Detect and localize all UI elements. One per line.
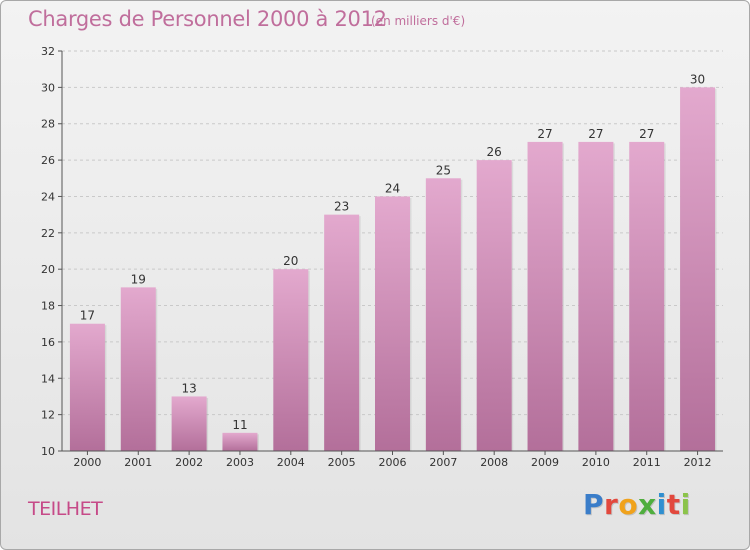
bar [425, 178, 461, 452]
y-tick-label: 12 [41, 409, 55, 422]
data-label: 27 [639, 127, 654, 141]
y-tick-label: 10 [41, 445, 55, 458]
x-tick-label: 2010 [582, 456, 610, 469]
data-label: 30 [690, 72, 705, 86]
data-label: 24 [385, 181, 400, 195]
x-tick-label: 2002 [175, 456, 203, 469]
logo-letter: o [618, 488, 639, 521]
y-tick-label: 26 [41, 154, 55, 167]
bar [375, 196, 410, 451]
data-label: 27 [588, 127, 603, 141]
x-tick-label: 2001 [124, 456, 152, 469]
data-label: 26 [487, 145, 502, 159]
bar [680, 87, 716, 451]
bar [171, 396, 207, 451]
x-tick-label: 2005 [328, 456, 356, 469]
proxiti-logo[interactable]: Proxiti [583, 488, 691, 521]
logo-letter: t [666, 488, 681, 521]
x-tick-label: 2006 [379, 456, 407, 469]
data-label: 13 [181, 381, 196, 395]
logo-letter: i [656, 488, 667, 521]
bar [120, 287, 156, 451]
bar [324, 214, 360, 451]
logo-letter: r [604, 488, 619, 521]
data-label: 23 [334, 200, 349, 214]
data-label: 19 [131, 272, 146, 286]
y-tick-label: 16 [41, 336, 55, 349]
y-tick-label: 32 [41, 45, 55, 58]
data-label: 11 [232, 418, 247, 432]
bar [273, 269, 309, 451]
data-label: 25 [436, 163, 451, 177]
y-tick-label: 22 [41, 227, 55, 240]
y-tick-label: 14 [41, 372, 55, 385]
data-label: 20 [283, 254, 298, 268]
bar [629, 141, 665, 451]
bar [578, 141, 614, 451]
data-label: 17 [80, 309, 95, 323]
y-tick-label: 24 [41, 190, 55, 203]
logo-letter: i [680, 488, 691, 521]
bar [476, 160, 512, 451]
y-tick-label: 20 [41, 263, 55, 276]
y-tick-label: 18 [41, 300, 55, 313]
bar [69, 323, 105, 451]
chart-title: Charges de Personnel 2000 à 2012 [28, 7, 387, 31]
y-tick-label: 28 [41, 118, 55, 131]
logo-letter: x [638, 488, 657, 521]
x-tick-label: 2009 [531, 456, 559, 469]
x-tick-label: 2011 [633, 456, 661, 469]
x-tick-label: 2008 [480, 456, 508, 469]
logo-letter: P [583, 488, 605, 521]
x-tick-label: 2000 [73, 456, 101, 469]
bar [222, 432, 258, 451]
chart-subtitle: (en milliers d'€) [371, 14, 466, 28]
y-tick-label: 30 [41, 81, 55, 94]
x-tick-label: 2007 [429, 456, 457, 469]
x-tick-label: 2003 [226, 456, 254, 469]
commune-name: TEILHET [28, 498, 103, 520]
x-tick-label: 2004 [277, 456, 305, 469]
bar [527, 141, 563, 451]
x-tick-label: 2012 [684, 456, 712, 469]
data-label: 27 [537, 127, 552, 141]
